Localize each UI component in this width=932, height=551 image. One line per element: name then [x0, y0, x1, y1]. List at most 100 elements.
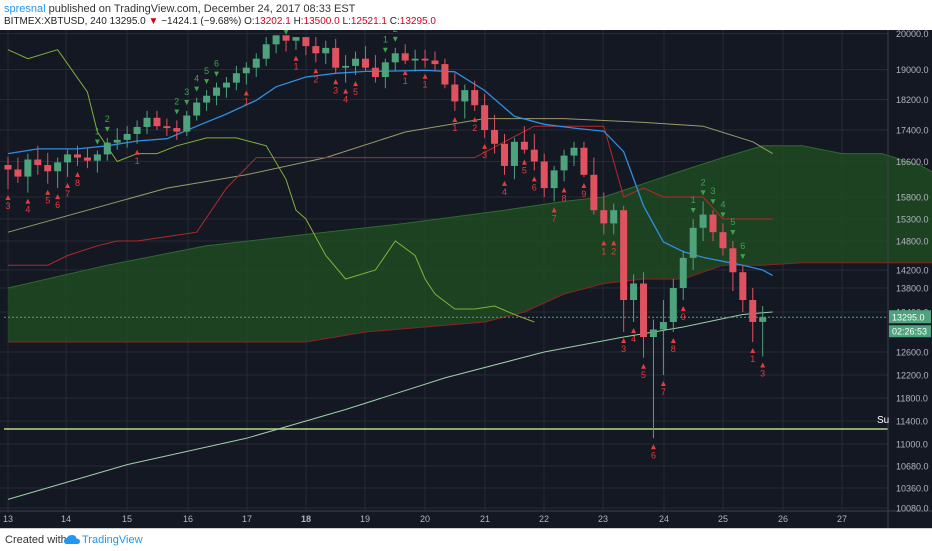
change-value: −1424.1 (−9.68%): [161, 16, 242, 27]
td-down-arrow-icon: [204, 79, 210, 85]
time-tick-label: 22: [539, 514, 549, 524]
td-count-label: 1: [95, 126, 100, 136]
price-tick-label: 15300.0: [896, 215, 929, 225]
low-label: L:: [342, 16, 351, 27]
td-count-label: 4: [502, 187, 507, 197]
td-down-arrow-icon: [690, 208, 696, 213]
countdown-badge: [889, 325, 931, 338]
candle-body: [133, 126, 141, 134]
td-up-arrow-icon: [531, 176, 537, 182]
time-tick-label: 13: [3, 514, 13, 524]
candle-body: [391, 53, 399, 63]
td-count-label: 2: [174, 96, 179, 106]
candle-body: [113, 139, 121, 143]
td-count-label: 7: [552, 213, 557, 223]
candle-body: [659, 322, 667, 330]
td-count-label: 2: [611, 246, 616, 256]
td-down-arrow-icon: [392, 36, 398, 42]
price-tick-label: 11400.0: [896, 417, 928, 427]
candle-body: [540, 161, 548, 189]
td-up-arrow-icon: [641, 363, 647, 369]
candle-body: [550, 170, 558, 189]
td-up-arrow-icon: [75, 171, 81, 177]
candle-body: [759, 317, 767, 322]
td-up-arrow-icon: [472, 116, 478, 122]
candle-body: [590, 174, 598, 211]
td-up-arrow-icon: [55, 194, 61, 200]
time-tick-label: 27: [837, 514, 847, 524]
last-price-badge: [889, 310, 931, 324]
candle-body: [471, 90, 479, 106]
candle-body: [361, 58, 369, 68]
td-up-arrow-icon: [521, 159, 527, 165]
candle-body: [272, 35, 280, 45]
td-count-label: 4: [25, 205, 30, 215]
price-tick-label: 20000.0: [896, 30, 929, 39]
chart-area[interactable]: 3456781212345612412345121112345678912345…: [0, 13, 932, 528]
td-up-arrow-icon: [621, 338, 627, 343]
candle-body: [352, 58, 360, 66]
td-count-label: 6: [651, 450, 656, 460]
td-count-label: 2: [472, 123, 477, 133]
td-up-arrow-icon: [551, 207, 557, 213]
td-up-arrow-icon: [631, 328, 637, 333]
low-value: 12521.1: [350, 16, 387, 27]
candle-body: [709, 214, 717, 233]
td-count-label: 6: [214, 59, 219, 69]
td-count-label: 8: [671, 344, 676, 354]
tradingview-cloud-icon: [64, 535, 80, 544]
candle-body: [24, 159, 32, 177]
td-count-label: 4: [720, 199, 725, 209]
candle-body: [143, 117, 151, 127]
candle-body: [689, 227, 697, 258]
candle-body: [441, 64, 449, 85]
td-up-arrow-icon: [243, 90, 249, 96]
td-count-label: 2: [313, 74, 318, 84]
publish-line: spresnal published on TradingView.com, D…: [4, 3, 355, 15]
change-arrow-icon: ▼: [148, 16, 159, 27]
price-tick-label: 13800.0: [896, 284, 929, 294]
td-count-label: 6: [532, 182, 537, 192]
author-link[interactable]: spresnal: [4, 3, 46, 15]
td-up-arrow-icon: [5, 195, 11, 201]
candle-body: [679, 257, 687, 288]
candle-body: [83, 157, 91, 161]
td-count-label: 2: [105, 114, 110, 124]
candle-body: [232, 73, 240, 83]
candle-body: [262, 44, 270, 59]
td-count-label: 3: [184, 87, 189, 97]
candle-body: [14, 169, 22, 177]
candle-body: [371, 67, 379, 77]
candle-body: [461, 90, 469, 102]
time-tick-label: 16: [183, 514, 193, 524]
high-value: 13500.0: [303, 16, 340, 27]
candle-body: [431, 60, 439, 65]
td-count-label: 1: [452, 123, 457, 133]
last-price-badge-text: 13295.0: [892, 312, 925, 322]
candle-body: [649, 329, 657, 337]
candle-body: [421, 58, 429, 61]
td-up-arrow-icon: [293, 55, 299, 61]
price-tick-label: 18200.0: [896, 95, 929, 105]
candle-body: [481, 105, 489, 130]
candle-body: [640, 283, 648, 337]
td-count-label: 5: [641, 370, 646, 380]
candle-body: [501, 143, 508, 166]
high-label: H:: [293, 16, 304, 27]
td-up-arrow-icon: [25, 198, 31, 204]
open-value: 13202.1: [254, 16, 291, 27]
tradingview-link[interactable]: TradingView: [82, 534, 143, 546]
candle-body: [74, 154, 82, 158]
td-count-label: 1: [403, 76, 408, 86]
candle-body: [401, 53, 409, 61]
td-count-label: 1: [423, 80, 428, 90]
candle-body: [620, 210, 628, 300]
last-price: 13295.0: [109, 16, 146, 27]
candle-body: [123, 133, 131, 140]
td-count-label: 1: [383, 35, 388, 45]
countdown-badge-text: 02:26:53: [892, 326, 927, 336]
price-tick-label: 14800.0: [896, 237, 929, 247]
time-tick-label: 17: [242, 514, 252, 524]
price-tick-label: 17400.0: [896, 126, 929, 136]
chart-svg[interactable]: 3456781212345612412345121112345678912345…: [0, 13, 932, 528]
